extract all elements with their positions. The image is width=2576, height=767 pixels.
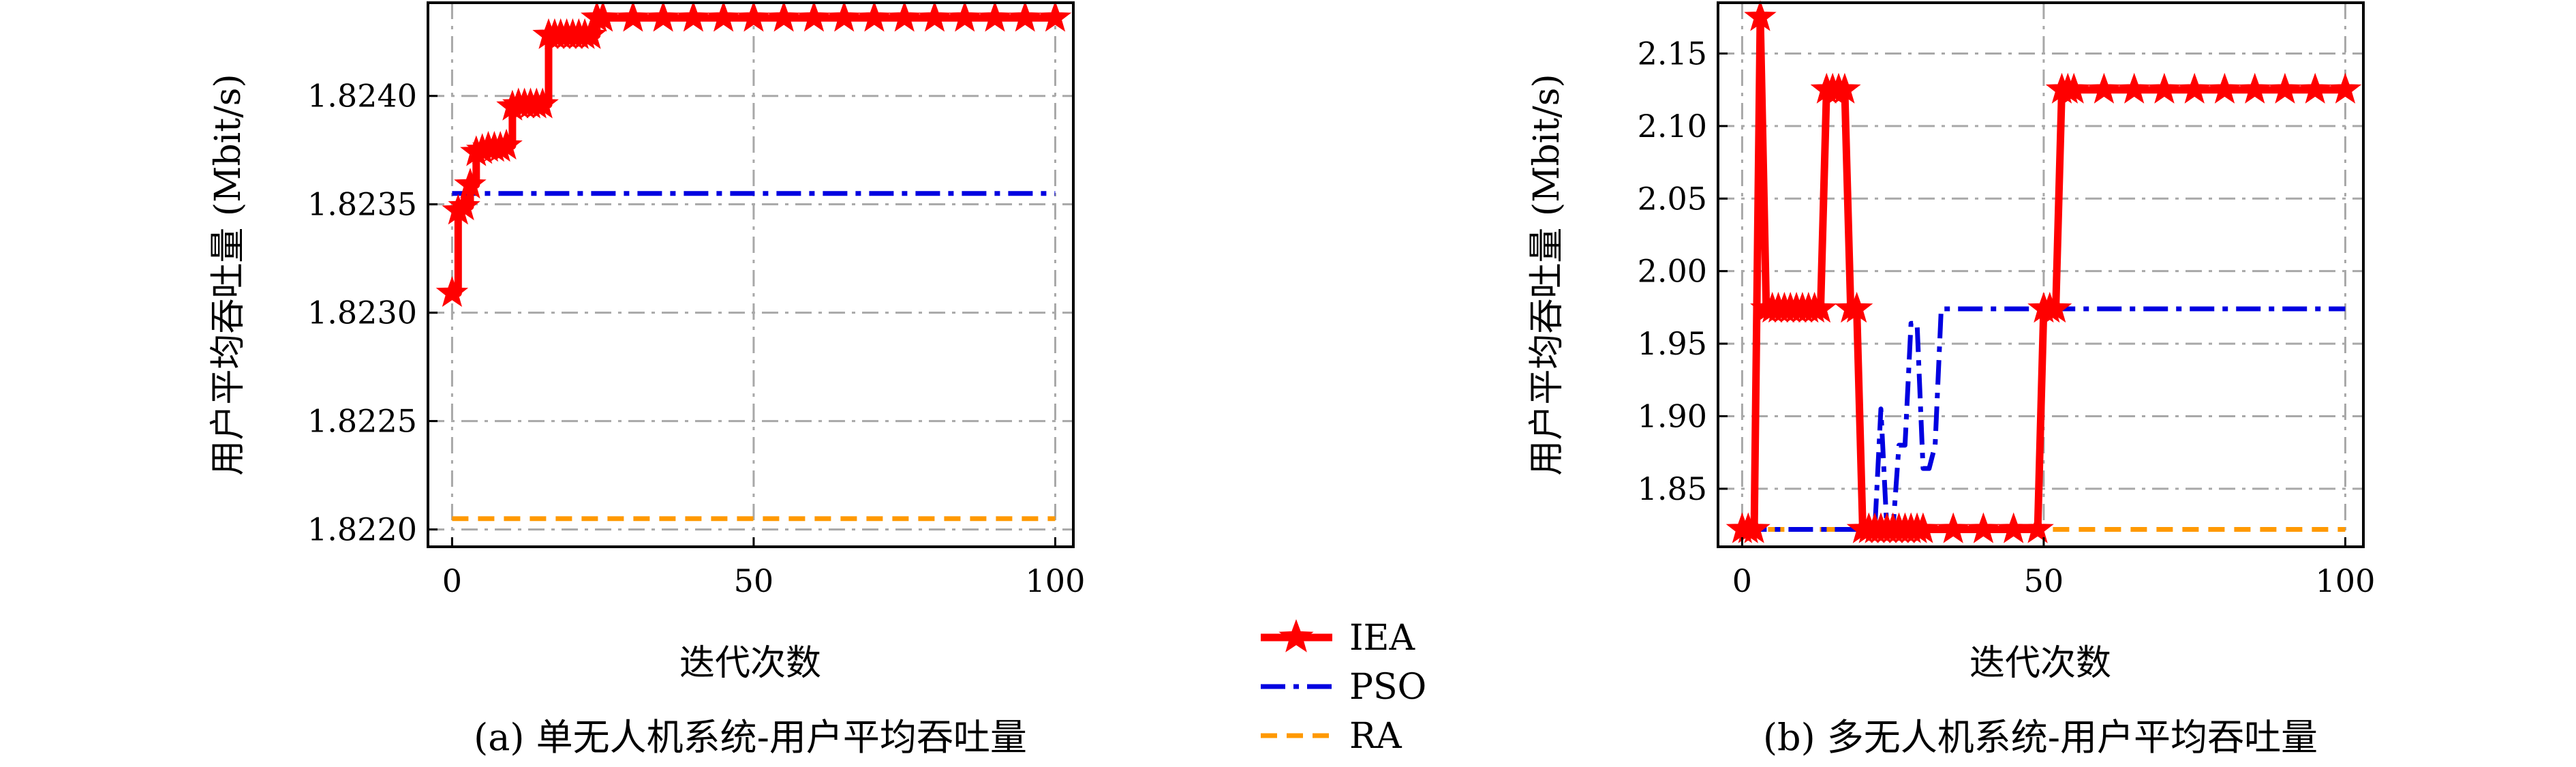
series-point-iea <box>1804 292 1837 323</box>
series-point-iea <box>827 1 861 32</box>
y-tick-label: 1.90 <box>1638 397 1707 434</box>
x-axis-label: 迭代次数 <box>1969 643 2111 684</box>
series-point-iea <box>1738 512 1770 543</box>
series-point-iea <box>737 1 770 32</box>
series-point-iea <box>888 1 921 32</box>
legend: IEA PSO RA <box>1261 618 1426 757</box>
series-point-iea <box>2208 72 2241 104</box>
series-point-iea <box>2021 512 2054 543</box>
grid <box>428 3 1073 547</box>
series-layer <box>435 1 1072 522</box>
series-point-iea <box>490 128 523 160</box>
series-point-iea <box>617 1 649 32</box>
series-point-iea <box>2039 292 2072 323</box>
x-tick-label: 100 <box>1026 562 1086 599</box>
y-tick-label: 1.8240 <box>307 78 417 115</box>
series-point-iea <box>797 1 831 32</box>
series-point-iea <box>1907 512 1939 543</box>
ticks: 0 50 100 1.85 1.90 1.95 2.00 2.05 2.10 2.15 <box>1638 35 2376 599</box>
y-tick-label: 1.8230 <box>307 295 417 331</box>
y-axis-label: 用户平均吞吐量 (Mbit/s) <box>208 74 249 475</box>
x-tick-label: 50 <box>2024 562 2064 599</box>
series-point-iea <box>1840 292 1873 323</box>
x-tick-label: 0 <box>442 562 462 599</box>
caption: (b) 多无人机系统-用户平均吞吐量 <box>1763 716 2318 759</box>
series-point-iea <box>767 1 800 32</box>
x-tick-label: 100 <box>2316 562 2376 599</box>
series-point-iea <box>2329 72 2362 104</box>
series-point-iea <box>574 18 607 49</box>
y-tick-label: 2.00 <box>1638 253 1707 290</box>
series-point-iea <box>1997 512 2030 543</box>
y-tick-label: 1.85 <box>1638 470 1707 507</box>
series-point-iea <box>677 1 710 32</box>
series-point-iea <box>2118 72 2151 104</box>
y-tick-label: 2.05 <box>1638 180 1707 217</box>
series-point-iea <box>1937 512 1969 543</box>
series-point-iea <box>454 168 487 199</box>
series-point-iea <box>1967 512 2000 543</box>
x-axis-label: 迭代次数 <box>679 643 821 684</box>
series-point-iea <box>448 189 480 221</box>
x-tick-label: 50 <box>734 562 774 599</box>
series-point-iea <box>2148 72 2181 104</box>
series-point-iea <box>2299 72 2331 104</box>
series-point-iea <box>647 1 679 32</box>
series-layer <box>1726 0 2362 543</box>
x-tick-label: 0 <box>1732 562 1752 599</box>
series-point-iea <box>1039 1 1072 32</box>
legend-label-ra: RA <box>1349 716 1402 757</box>
series-point-iea <box>2057 72 2090 104</box>
series-point-iea <box>979 1 1011 32</box>
legend-label-pso: PSO <box>1349 667 1426 708</box>
y-axis-label: 用户平均吞吐量 (Mbit/s) <box>1527 74 1567 475</box>
chart-single-uav: 0 50 100 1.8220 1.8225 1.8230 1.8235 1.8240 迭代次… <box>208 1 1085 759</box>
series-point-iea <box>2239 72 2271 104</box>
y-tick-label: 1.8235 <box>307 186 417 223</box>
series-point-iea <box>435 276 469 307</box>
series-point-iea <box>586 1 619 32</box>
plot-frame <box>427 1 1075 548</box>
y-tick-label: 2.15 <box>1638 35 1707 72</box>
legend-marker-iea <box>1278 619 1314 652</box>
caption: (a) 单无人机系统-用户平均吞吐量 <box>474 716 1027 759</box>
series-point-iea <box>1009 1 1041 32</box>
series-point-iea <box>948 1 981 32</box>
series-point-iea <box>2178 72 2211 104</box>
y-tick-label: 1.95 <box>1638 325 1707 362</box>
y-tick-label: 1.8220 <box>307 511 417 548</box>
series-point-iea <box>2269 72 2301 104</box>
series-point-iea <box>858 1 891 32</box>
y-tick-label: 2.10 <box>1638 108 1707 145</box>
plot-frame <box>1717 1 2365 548</box>
series-point-iea <box>1744 0 1777 31</box>
series-point-iea <box>2087 72 2121 104</box>
series-point-iea <box>1828 72 1861 104</box>
y-tick-label: 1.8225 <box>307 403 417 440</box>
legend-label-iea: IEA <box>1349 618 1416 659</box>
series-point-iea <box>918 1 951 32</box>
ticks: 0 50 100 1.8220 1.8225 1.8230 1.8235 1.8240 <box>307 78 1085 599</box>
series-point-iea <box>526 87 559 119</box>
series-line-pso <box>1742 306 2346 532</box>
series-point-iea <box>707 1 740 32</box>
